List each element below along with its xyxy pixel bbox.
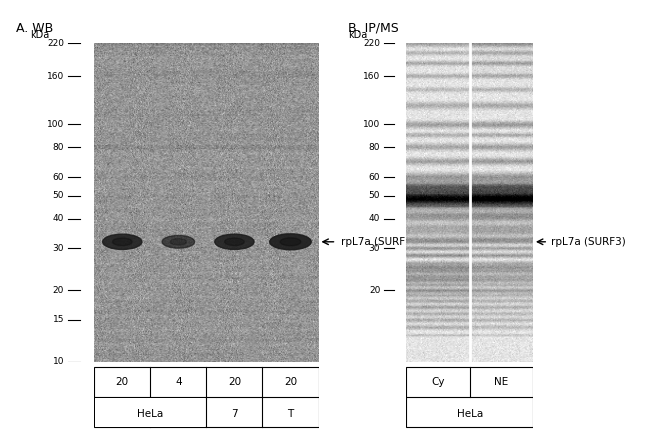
Ellipse shape — [162, 236, 194, 248]
Text: 100: 100 — [47, 120, 64, 129]
Ellipse shape — [280, 238, 301, 246]
Text: 50: 50 — [369, 191, 380, 200]
Text: HeLa: HeLa — [137, 409, 163, 419]
Text: A. WB: A. WB — [16, 22, 53, 35]
Text: 100: 100 — [363, 120, 380, 129]
Text: 160: 160 — [363, 71, 380, 81]
Text: 160: 160 — [47, 71, 64, 81]
Text: 7: 7 — [231, 409, 238, 419]
Text: 30: 30 — [53, 244, 64, 253]
Text: rpL7a (SURF3): rpL7a (SURF3) — [551, 237, 625, 247]
Text: 60: 60 — [369, 173, 380, 181]
Text: B. IP/MS: B. IP/MS — [348, 22, 398, 35]
Text: 4: 4 — [175, 377, 181, 387]
Text: HeLa: HeLa — [456, 409, 483, 419]
Text: NE: NE — [494, 377, 508, 387]
Text: Cy: Cy — [431, 377, 445, 387]
Text: 80: 80 — [369, 143, 380, 152]
Text: 20: 20 — [116, 377, 129, 387]
Ellipse shape — [103, 234, 142, 249]
Ellipse shape — [225, 238, 244, 246]
Text: 60: 60 — [53, 173, 64, 181]
Text: 220: 220 — [47, 39, 64, 48]
Text: kDa: kDa — [348, 30, 367, 40]
Text: rpL7a (SURF3): rpL7a (SURF3) — [341, 237, 416, 247]
Bar — [96, 398, 205, 427]
Text: T: T — [287, 409, 294, 419]
Ellipse shape — [170, 239, 187, 245]
Ellipse shape — [214, 234, 254, 249]
Text: kDa: kDa — [30, 30, 49, 40]
Text: 20: 20 — [284, 377, 297, 387]
Text: 20: 20 — [369, 286, 380, 295]
Text: 40: 40 — [369, 214, 380, 223]
Text: 80: 80 — [53, 143, 64, 152]
Ellipse shape — [270, 234, 311, 250]
Ellipse shape — [112, 238, 132, 246]
Text: 20: 20 — [53, 286, 64, 295]
Text: 20: 20 — [228, 377, 241, 387]
Text: 10: 10 — [53, 357, 64, 366]
Text: 50: 50 — [53, 191, 64, 200]
Text: 40: 40 — [53, 214, 64, 223]
Text: 30: 30 — [369, 244, 380, 253]
Text: 220: 220 — [363, 39, 380, 48]
Text: 15: 15 — [53, 315, 64, 324]
